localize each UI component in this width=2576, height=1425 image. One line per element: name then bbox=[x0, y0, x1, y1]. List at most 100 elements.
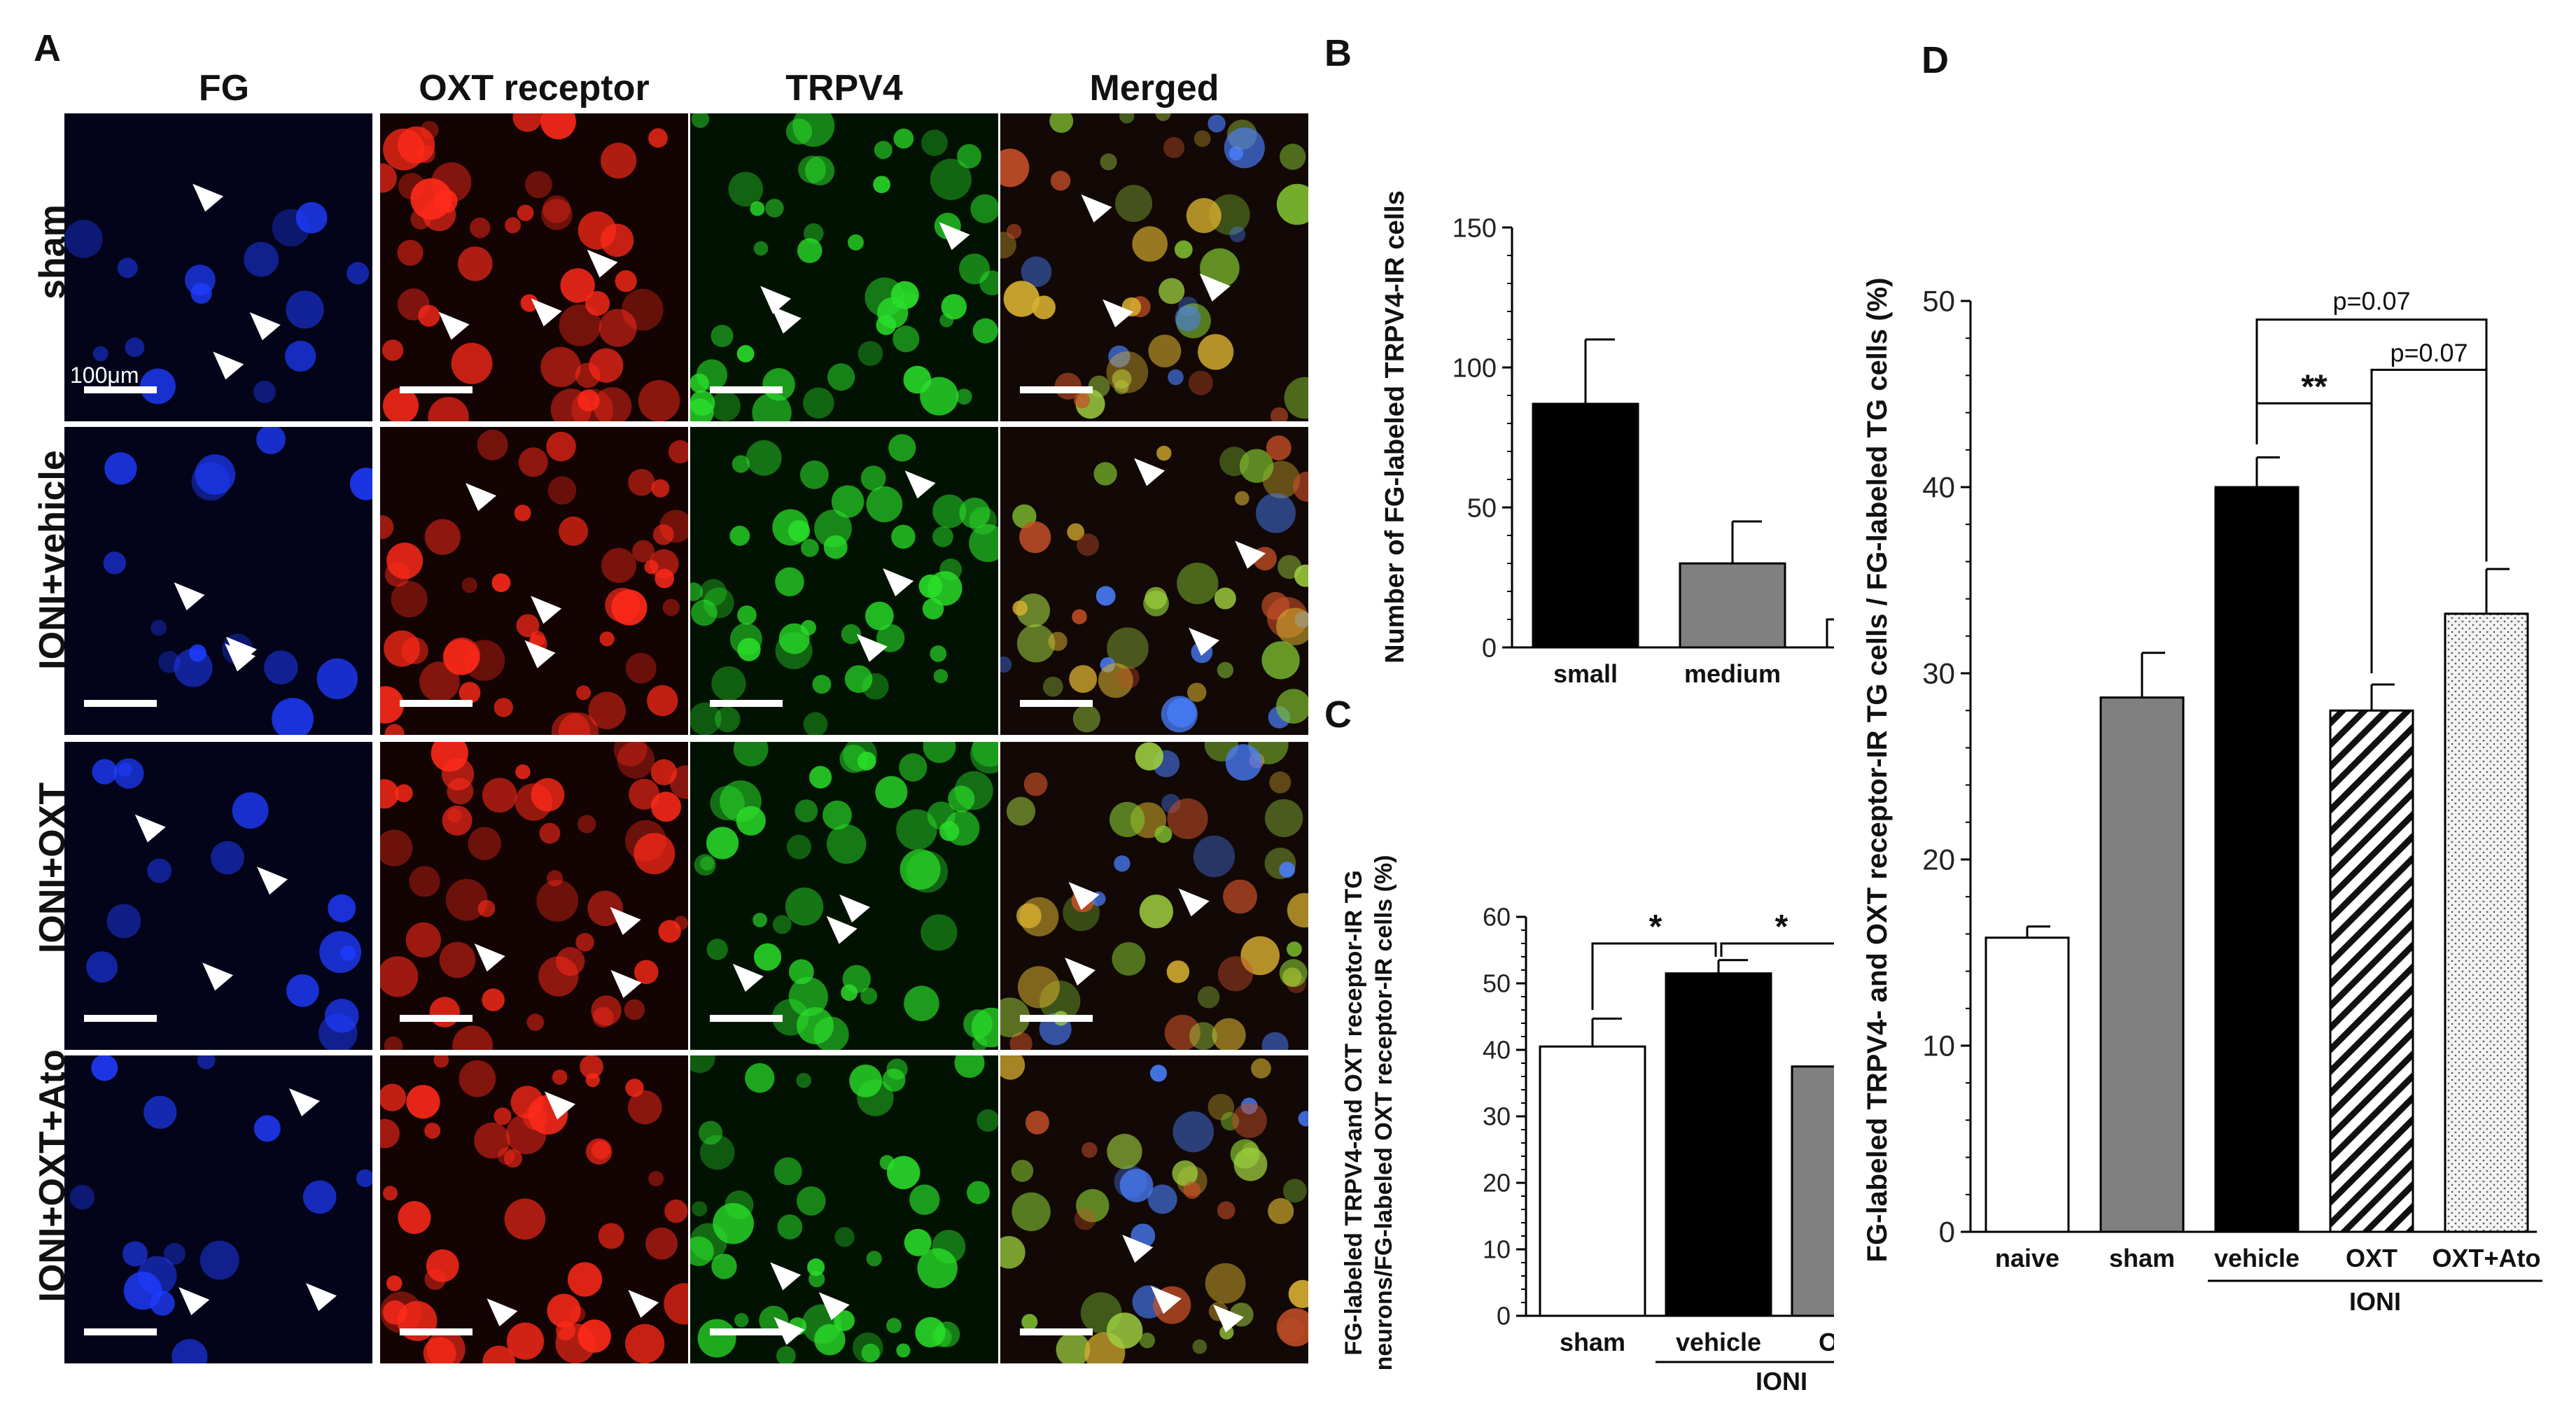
cell-mark bbox=[195, 454, 236, 495]
cell-mark bbox=[1016, 903, 1042, 929]
cell-mark bbox=[625, 1324, 665, 1363]
cell-mark bbox=[442, 805, 472, 836]
cell-mark bbox=[797, 238, 822, 263]
cell-mark bbox=[1269, 771, 1292, 794]
arrowhead-icon bbox=[883, 568, 914, 596]
bar-oxt-ato bbox=[2444, 612, 2529, 1233]
cell-mark bbox=[588, 692, 626, 729]
x-tick-label: OXT+Ato bbox=[2432, 1244, 2540, 1272]
cell-mark bbox=[424, 1123, 441, 1139]
cell-mark bbox=[424, 1268, 446, 1290]
cell-mark bbox=[185, 265, 216, 295]
cell-mark bbox=[1149, 1065, 1168, 1082]
cell-mark bbox=[969, 524, 998, 563]
cell-mark bbox=[601, 142, 637, 179]
cell-mark bbox=[1217, 956, 1254, 992]
cell-mark bbox=[843, 742, 877, 772]
cell-mark bbox=[786, 834, 812, 859]
y-tick-label: 0 bbox=[1497, 1302, 1511, 1331]
arrowhead-icon bbox=[524, 640, 556, 668]
cell-mark bbox=[715, 706, 741, 733]
cell-mark bbox=[477, 899, 496, 918]
bar-oxt bbox=[1791, 1065, 1834, 1317]
cell-mark bbox=[634, 833, 676, 875]
cell-mark bbox=[866, 486, 903, 523]
arrowhead-icon bbox=[1235, 540, 1266, 569]
cell-mark bbox=[922, 598, 944, 619]
cell-mark bbox=[785, 887, 824, 926]
cell-mark bbox=[794, 799, 818, 822]
cell-mark bbox=[429, 997, 461, 1027]
cell-mark bbox=[547, 476, 577, 505]
cell-mark bbox=[706, 939, 728, 960]
cell-mark bbox=[732, 455, 750, 473]
cell-mark bbox=[382, 388, 419, 421]
micrograph-fg-row-3 bbox=[64, 742, 372, 1050]
micrograph-trpv4-row-4 bbox=[690, 1055, 998, 1363]
significance-bracket bbox=[2255, 402, 2373, 673]
cell-mark bbox=[547, 1293, 581, 1328]
cell-mark bbox=[808, 1271, 825, 1288]
cell-mark bbox=[658, 920, 681, 943]
cell-mark bbox=[813, 1016, 849, 1050]
arrowhead-icon bbox=[134, 814, 166, 843]
bar-naive bbox=[1984, 936, 2070, 1233]
arrowhead-icon bbox=[465, 483, 497, 512]
cell-mark bbox=[92, 759, 118, 785]
cell-mark bbox=[827, 363, 855, 391]
cell-mark bbox=[1072, 705, 1100, 733]
x-tick-label: OXT bbox=[2346, 1244, 2398, 1272]
micrograph-merged-row-1 bbox=[1000, 113, 1308, 421]
cell-mark bbox=[1261, 641, 1300, 680]
cell-mark bbox=[601, 547, 636, 583]
cell-mark bbox=[542, 195, 570, 223]
cell-mark bbox=[664, 1199, 688, 1223]
cell-mark bbox=[923, 742, 956, 764]
cell-mark bbox=[904, 1228, 932, 1256]
arrowhead-icon bbox=[774, 1317, 805, 1345]
cell-mark bbox=[1217, 1201, 1236, 1220]
chart-b: 050100150smallmediumlargeNumber of FG-la… bbox=[1380, 190, 1834, 688]
cell-mark bbox=[650, 759, 678, 785]
y-tick-label: 60 bbox=[1483, 903, 1511, 932]
cell-mark bbox=[690, 1055, 715, 1074]
cell-mark bbox=[1074, 1208, 1096, 1230]
cell-mark bbox=[690, 1223, 727, 1261]
cell-mark bbox=[809, 766, 832, 789]
cell-mark bbox=[576, 685, 592, 701]
cell-mark bbox=[882, 1068, 906, 1092]
cell-mark bbox=[1158, 278, 1185, 304]
cell-mark bbox=[1229, 226, 1246, 243]
cell-mark bbox=[272, 209, 310, 247]
cell-mark bbox=[1224, 127, 1265, 169]
cell-mark bbox=[628, 469, 655, 496]
cell-mark bbox=[1042, 676, 1063, 697]
cell-mark bbox=[1168, 369, 1184, 386]
cell-mark bbox=[673, 915, 688, 930]
arrowhead-icon bbox=[610, 969, 642, 998]
cell-mark bbox=[1114, 855, 1130, 872]
cell-mark bbox=[505, 217, 521, 234]
cell-mark bbox=[1011, 1160, 1034, 1182]
cell-mark bbox=[1288, 1279, 1308, 1308]
cell-mark bbox=[611, 589, 648, 626]
cell-mark bbox=[458, 246, 493, 281]
cell-mark bbox=[503, 1149, 522, 1168]
cell-mark bbox=[445, 878, 488, 921]
cell-mark bbox=[896, 809, 937, 850]
cell-mark bbox=[696, 359, 728, 391]
cell-mark bbox=[814, 510, 852, 548]
cell-mark bbox=[1098, 663, 1133, 699]
cell-mark bbox=[442, 639, 479, 675]
cell-mark bbox=[1000, 148, 1030, 188]
cell-mark bbox=[380, 686, 405, 724]
cell-mark bbox=[624, 999, 645, 1020]
arrowhead-icon bbox=[486, 1298, 518, 1327]
cell-mark bbox=[930, 645, 947, 662]
cell-mark bbox=[197, 1055, 216, 1069]
scale-bar bbox=[1020, 700, 1093, 707]
significance-bracket bbox=[2255, 318, 2488, 404]
cell-mark bbox=[1225, 744, 1262, 781]
cell-mark bbox=[1115, 185, 1153, 223]
cell-mark bbox=[539, 822, 561, 844]
